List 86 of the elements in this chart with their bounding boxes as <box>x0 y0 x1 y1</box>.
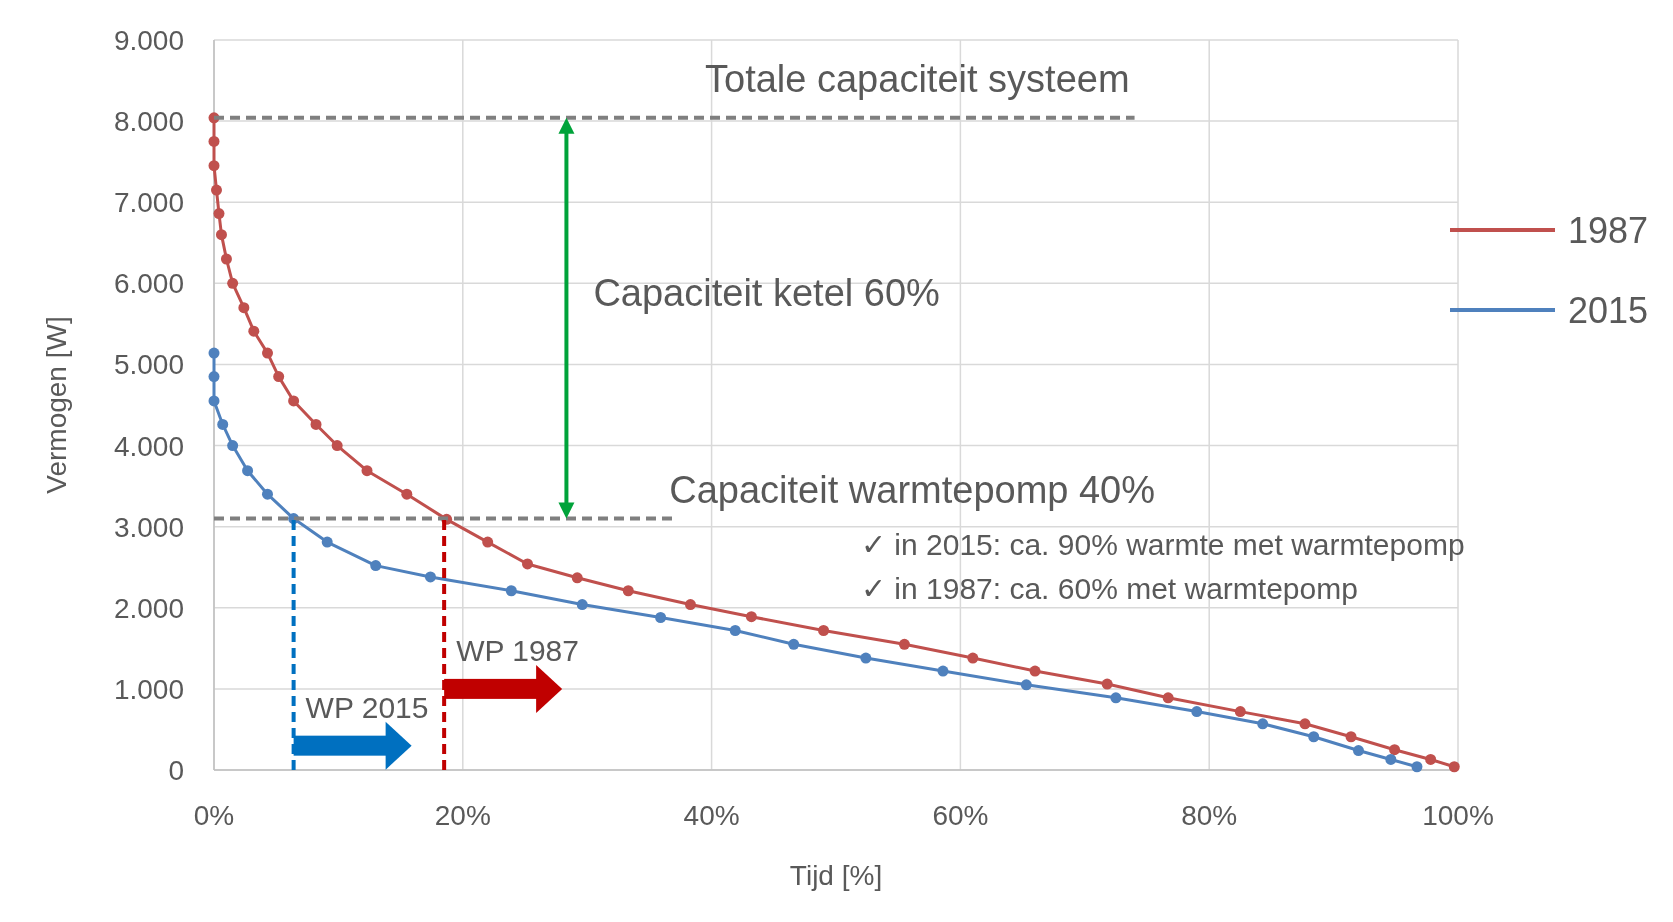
point <box>898 638 910 650</box>
y-tick-label: 7.000 <box>113 187 184 219</box>
point <box>208 135 220 147</box>
y-axis-title: Vermogen [W] <box>41 316 72 494</box>
annotation: ✓ in 1987: ca. 60% met warmtepomp <box>860 572 1358 606</box>
point <box>937 665 949 677</box>
point <box>788 638 800 650</box>
point <box>361 465 373 477</box>
annotation: WP 2015 <box>305 690 429 724</box>
point <box>1162 692 1174 704</box>
point <box>208 160 220 172</box>
point <box>1425 753 1437 765</box>
annotation: Totale capaciteit systeem <box>705 57 1130 100</box>
point <box>220 253 232 265</box>
y-tick-label: 1.000 <box>113 673 184 705</box>
x-tick-label: 20% <box>434 800 491 831</box>
x-tick-label: 40% <box>683 800 740 831</box>
point <box>424 571 436 583</box>
annotation: ✓ in 2015: ca. 90% warmte met warmtepomp <box>860 528 1465 562</box>
point <box>288 395 300 407</box>
legend-label: 1987 <box>1568 210 1649 251</box>
point <box>576 599 588 611</box>
point <box>505 585 517 597</box>
x-tick-label: 0% <box>193 800 235 831</box>
point <box>208 371 220 383</box>
point <box>273 371 285 383</box>
point <box>655 612 667 624</box>
x-axis-title: Tijd [%] <box>789 860 883 891</box>
annotation: Capaciteit ketel 60% <box>593 272 940 315</box>
point <box>321 536 333 548</box>
point <box>261 488 273 500</box>
y-tick-label: 0 <box>168 755 184 786</box>
point <box>745 611 757 623</box>
point <box>210 184 222 196</box>
point <box>482 536 494 548</box>
point <box>261 347 273 359</box>
point <box>1101 678 1113 690</box>
legend-label: 2015 <box>1568 290 1649 331</box>
point <box>248 325 260 337</box>
y-tick-label: 9.000 <box>113 25 184 56</box>
y-tick-label: 5.000 <box>113 349 184 381</box>
point <box>1352 745 1364 757</box>
point <box>208 395 220 407</box>
point <box>1299 718 1311 730</box>
point <box>215 229 227 241</box>
point <box>729 624 741 636</box>
y-tick-label: 2.000 <box>113 592 184 624</box>
point <box>1385 753 1397 765</box>
point <box>1345 731 1357 743</box>
point <box>1448 761 1460 773</box>
point <box>208 347 220 359</box>
point <box>1110 692 1122 704</box>
point <box>310 418 322 430</box>
point <box>242 465 254 477</box>
y-tick-label: 6.000 <box>113 268 184 300</box>
point <box>1308 731 1320 743</box>
point <box>238 302 250 314</box>
point <box>1257 718 1269 730</box>
point <box>331 440 343 452</box>
point <box>967 652 979 664</box>
point <box>622 585 634 597</box>
x-tick-label: 60% <box>932 800 989 831</box>
point <box>860 652 872 664</box>
point <box>213 208 225 220</box>
point <box>227 277 239 289</box>
point <box>227 440 239 452</box>
point <box>1234 706 1246 718</box>
point <box>1411 761 1423 773</box>
point <box>217 418 229 430</box>
point <box>1029 665 1041 677</box>
point <box>370 560 382 572</box>
point <box>521 558 533 570</box>
point <box>1191 706 1203 718</box>
point <box>1389 744 1401 756</box>
point <box>401 488 413 500</box>
annotation: Capaciteit warmtepomp 40% <box>669 468 1156 511</box>
y-tick-label: 8.000 <box>113 106 184 138</box>
point <box>571 572 583 584</box>
point <box>684 599 696 611</box>
x-tick-label: 100% <box>1422 800 1494 831</box>
y-tick-label: 4.000 <box>113 430 184 462</box>
point <box>818 624 830 636</box>
y-tick-label: 3.000 <box>113 511 184 543</box>
point <box>1020 679 1032 691</box>
x-tick-label: 80% <box>1181 800 1238 831</box>
annotation: WP 1987 <box>456 633 579 667</box>
